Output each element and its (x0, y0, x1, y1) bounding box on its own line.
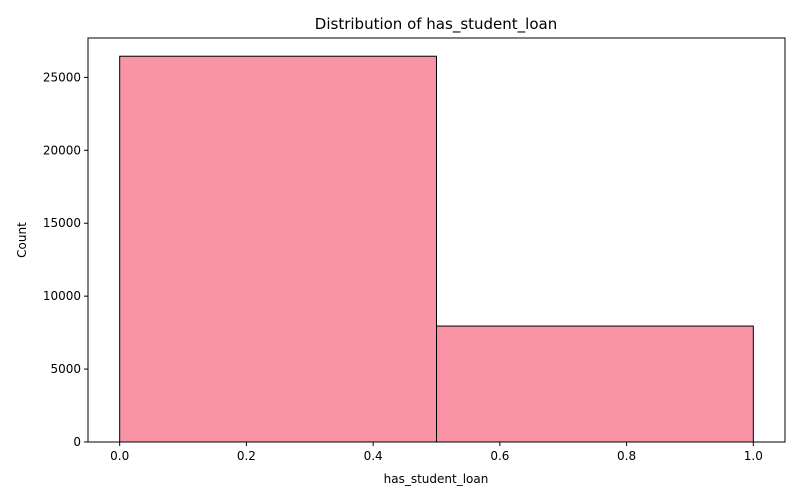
y-tick-label: 15000 (43, 216, 81, 230)
x-axis-ticks: 0.0 0.2 0.4 0.6 0.8 1.0 (110, 442, 763, 463)
y-tick-label: 0 (73, 435, 81, 449)
x-tick-label: 0.0 (110, 449, 129, 463)
x-tick-label: 0.8 (617, 449, 636, 463)
x-tick-label: 0.4 (364, 449, 383, 463)
histogram-bar-1 (436, 325, 754, 443)
y-tick-label: 5000 (50, 362, 81, 376)
y-tick-label: 25000 (43, 70, 81, 84)
chart-title: Distribution of has_student_loan (315, 15, 557, 34)
y-axis-ticks: 0 5000 10000 15000 20000 25000 (43, 70, 88, 449)
histogram-bar-0 (119, 55, 437, 443)
x-tick-label: 0.6 (490, 449, 509, 463)
y-tick-label: 10000 (43, 289, 81, 303)
plot-frame (87, 37, 786, 443)
y-tick-label: 20000 (43, 143, 81, 157)
x-axis-label: has_student_loan (384, 472, 489, 486)
bars-group (119, 55, 754, 443)
x-tick-label: 1.0 (744, 449, 763, 463)
y-axis-label: Count (15, 222, 29, 258)
x-tick-label: 0.2 (237, 449, 256, 463)
